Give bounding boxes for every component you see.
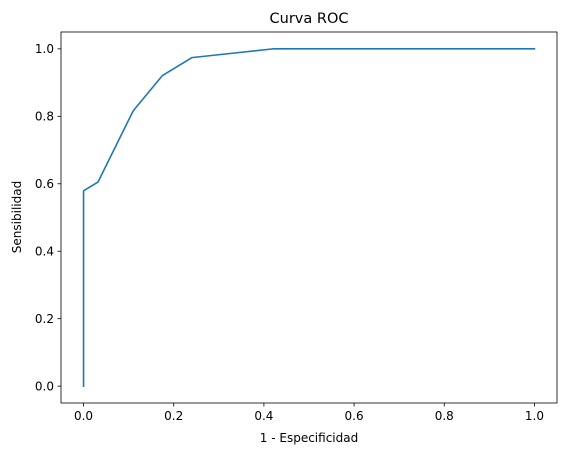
x-axis-label: 1 - Especificidad — [260, 431, 358, 445]
y-axis-label: Sensibilidad — [10, 181, 24, 253]
x-axis: 0.0 0.2 0.4 0.6 0.8 1.0 — [74, 403, 544, 423]
y-tick-label: 0.6 — [35, 177, 54, 191]
x-tick-label: 0.4 — [254, 409, 273, 423]
y-tick-label: 0.8 — [35, 110, 54, 124]
x-tick-label: 1.0 — [525, 409, 544, 423]
y-tick-label: 1.0 — [35, 42, 54, 56]
chart-title: Curva ROC — [270, 11, 349, 27]
y-tick-label: 0.0 — [35, 379, 54, 393]
plot-area — [60, 31, 558, 404]
y-tick-label: 0.2 — [35, 312, 54, 326]
x-tick-label: 0.2 — [164, 409, 183, 423]
x-tick-label: 0.6 — [345, 409, 364, 423]
roc-curve-line — [82, 48, 536, 387]
x-tick-label: 0.8 — [435, 409, 454, 423]
x-tick-label: 0.0 — [74, 409, 93, 423]
plot-frame — [60, 31, 558, 404]
y-tick-label: 0.4 — [35, 245, 54, 259]
series-layer — [82, 48, 536, 387]
y-axis: 0.0 0.2 0.4 0.6 0.8 1.0 — [35, 42, 61, 393]
